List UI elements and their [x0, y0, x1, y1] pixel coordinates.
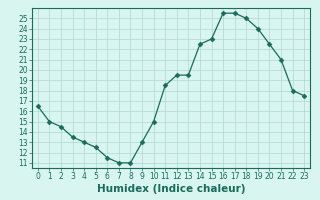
X-axis label: Humidex (Indice chaleur): Humidex (Indice chaleur) [97, 184, 245, 194]
